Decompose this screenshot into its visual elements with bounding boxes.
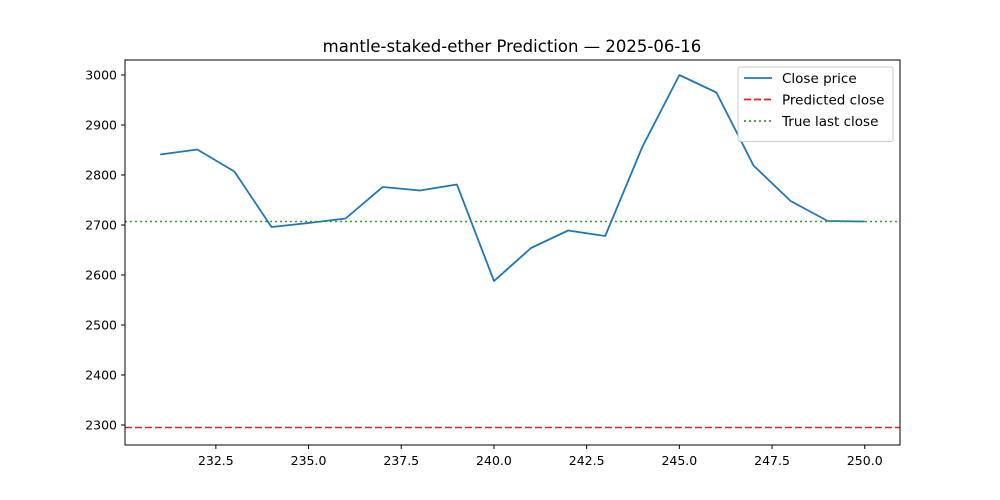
y-tick-label: 2900 bbox=[85, 118, 117, 133]
legend-label: True last close bbox=[781, 114, 878, 130]
y-tick-label: 2700 bbox=[85, 218, 117, 233]
x-tick-label: 245.0 bbox=[661, 453, 697, 468]
x-tick-label: 237.5 bbox=[383, 453, 419, 468]
legend-box bbox=[737, 66, 894, 142]
x-tick-label: 235.0 bbox=[291, 453, 327, 468]
legend-label: Predicted close bbox=[782, 93, 884, 109]
y-tick-label: 2300 bbox=[85, 418, 117, 433]
y-tick-label: 2400 bbox=[85, 368, 117, 383]
x-tick-label: 240.0 bbox=[476, 453, 512, 468]
x-tick-label: 247.5 bbox=[754, 453, 790, 468]
close-price-line bbox=[160, 74, 865, 282]
x-tick-label: 232.5 bbox=[198, 453, 234, 468]
chart-title: mantle-staked-ether Prediction — 2025-06… bbox=[323, 37, 702, 56]
y-tick-label: 2500 bbox=[85, 318, 117, 333]
legend: Close price Predicted close True last clos… bbox=[737, 66, 894, 142]
plot-frame bbox=[124, 59, 901, 446]
plot-area bbox=[125, 74, 900, 429]
y-tick-label: 2800 bbox=[85, 168, 117, 183]
x-tick-label: 242.5 bbox=[569, 453, 605, 468]
axis-ticks: 232.5 235.0 237.5 240.0 242.5 245.0 247.5 250.0… bbox=[85, 68, 883, 469]
legend-label: Close price bbox=[782, 71, 857, 87]
y-tick-label: 3000 bbox=[85, 68, 117, 83]
y-tick-label: 2600 bbox=[85, 268, 117, 283]
x-tick-label: 250.0 bbox=[847, 453, 883, 468]
